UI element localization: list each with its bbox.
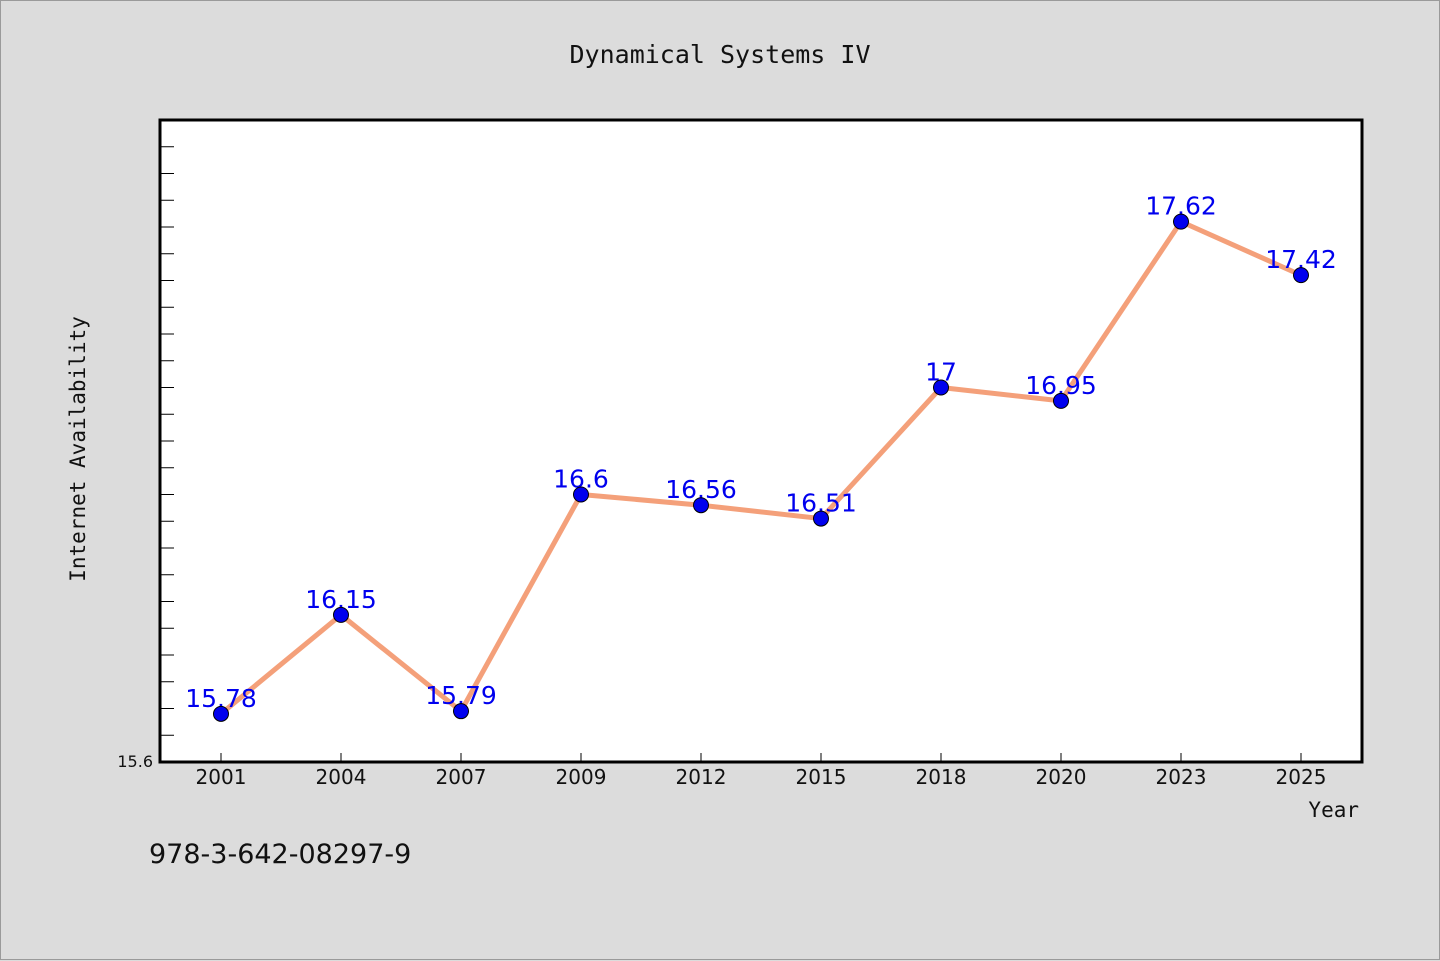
data-point bbox=[693, 497, 709, 514]
x-tick-label: 2015 bbox=[796, 765, 847, 789]
data-point bbox=[1173, 213, 1189, 230]
series-line bbox=[218, 219, 1304, 717]
data-markers bbox=[213, 213, 1309, 722]
chart-title: Dynamical Systems IV bbox=[569, 40, 870, 69]
data-point bbox=[1293, 267, 1309, 284]
data-point bbox=[573, 486, 589, 503]
isbn-text: 978-3-642-08297-9 bbox=[149, 839, 411, 870]
x-axis-ticks: 2001 2004 2007 2009 2012 2015 2018 2020 2023 2025 bbox=[196, 753, 1327, 789]
x-tick-label: 2012 bbox=[676, 765, 727, 789]
x-tick-label: 2007 bbox=[436, 765, 487, 789]
x-tick-label: 2018 bbox=[916, 765, 967, 789]
series-line-group bbox=[218, 219, 1304, 717]
x-tick-label: 2023 bbox=[1156, 765, 1207, 789]
y-axis-ticks bbox=[160, 146, 174, 736]
x-tick-label: 2025 bbox=[1276, 765, 1327, 789]
data-point bbox=[933, 379, 949, 396]
y-tick-label-min: 15.6 bbox=[117, 752, 153, 771]
x-tick-label: 2001 bbox=[196, 765, 247, 789]
data-point bbox=[453, 703, 469, 720]
x-tick-label: 2004 bbox=[316, 765, 367, 789]
x-tick-label: 2020 bbox=[1036, 765, 1087, 789]
data-point bbox=[813, 510, 829, 527]
data-point bbox=[213, 705, 229, 722]
data-point bbox=[1053, 392, 1069, 409]
plot-area bbox=[158, 118, 1364, 764]
x-axis-label: Year bbox=[1308, 798, 1359, 822]
data-point bbox=[333, 606, 349, 623]
x-tick-label: 2009 bbox=[556, 765, 607, 789]
y-axis-label: Internet Availability bbox=[66, 316, 90, 582]
